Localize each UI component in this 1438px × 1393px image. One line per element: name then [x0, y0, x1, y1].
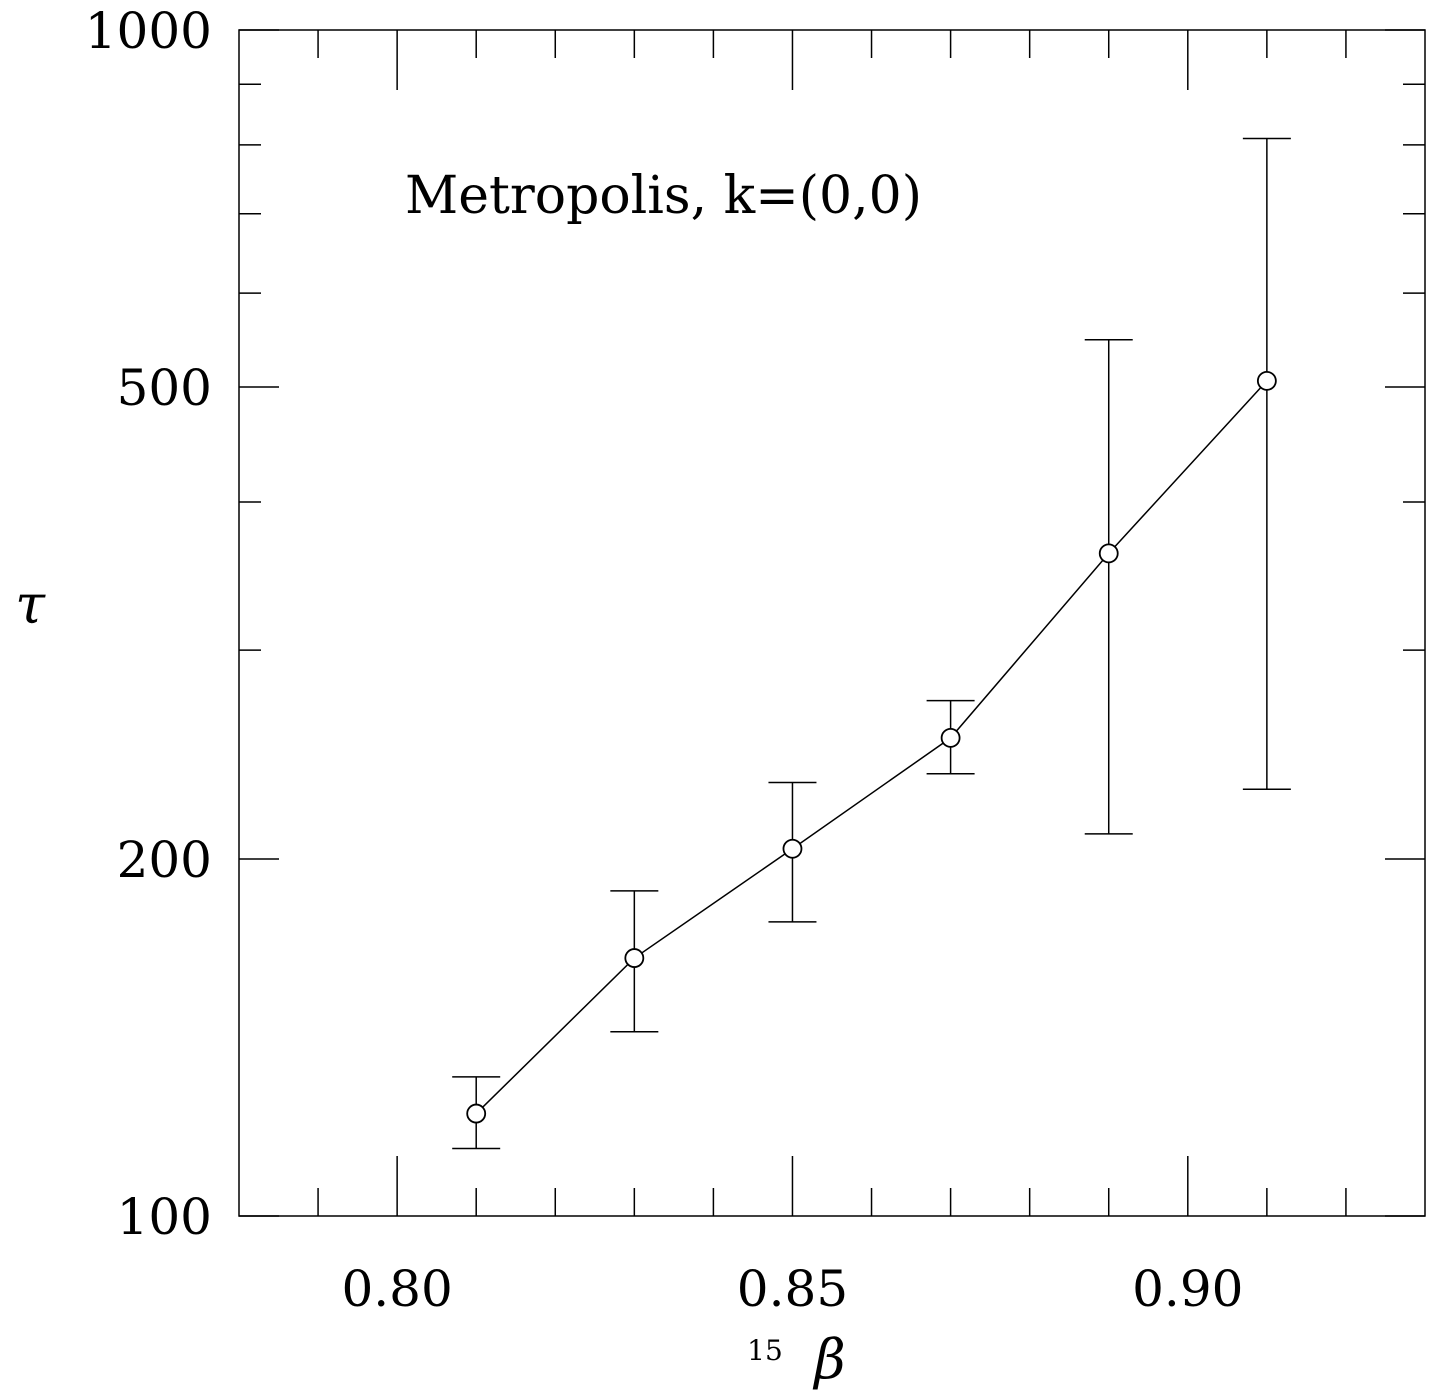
page-number: 15 [747, 1334, 783, 1367]
data-point [782, 838, 803, 859]
data-point [1256, 370, 1277, 391]
x-tick-label: 0.85 [737, 1260, 848, 1318]
y-axis-title: τ [15, 573, 46, 636]
x-axis-title: β [812, 1328, 845, 1391]
chart-annotation: Metropolis, k=(0,0) [405, 166, 922, 226]
tick-labels: 0.80 0.85 0.90 100 200 500 1000 [85, 2, 1244, 1318]
x-tick-label: 0.80 [341, 1260, 452, 1318]
y-tick-label: 1000 [85, 2, 212, 60]
data-point [466, 1103, 487, 1124]
data-point [624, 948, 645, 968]
data-point [1098, 543, 1119, 564]
x-tick-label: 0.90 [1132, 1260, 1243, 1318]
plot-frame [238, 29, 1426, 1217]
axis-ticks [239, 29, 1425, 1217]
series-layer [452, 137, 1291, 1150]
y-tick-label: 200 [117, 831, 212, 889]
data-point [940, 727, 961, 748]
y-tick-label: 100 [117, 1188, 212, 1246]
y-tick-label: 500 [117, 359, 212, 417]
error-bar [1084, 339, 1133, 835]
series-line [475, 380, 1268, 1115]
error-bar [1242, 137, 1291, 790]
